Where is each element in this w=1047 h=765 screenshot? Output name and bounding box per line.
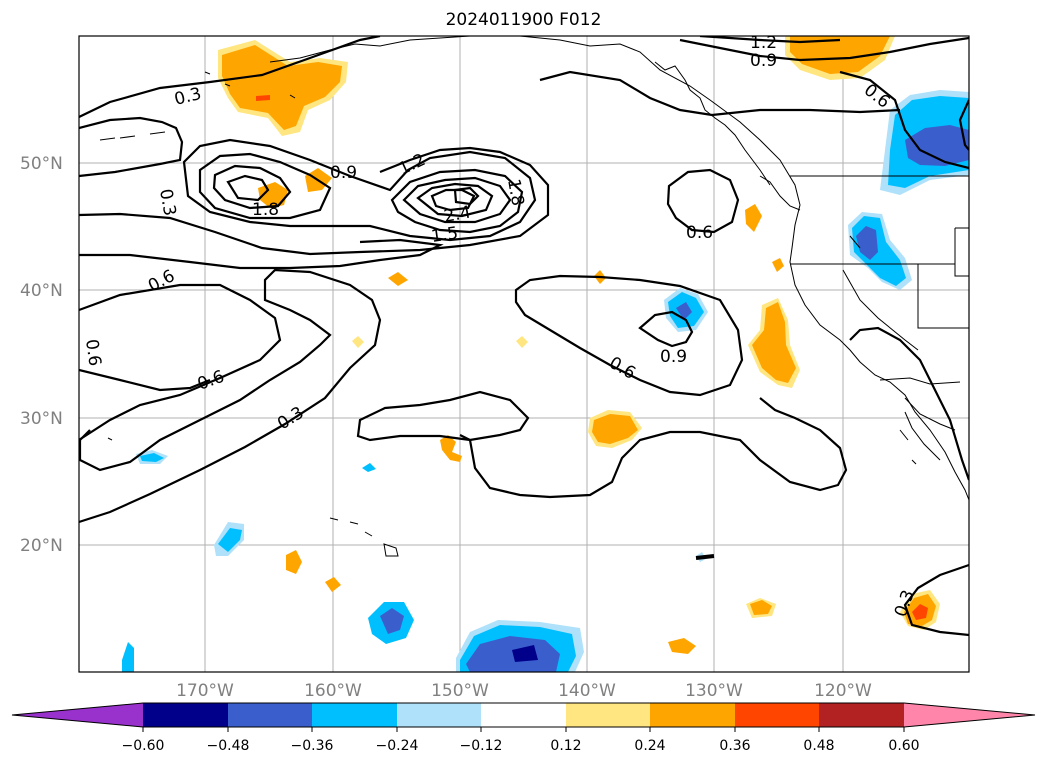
longitude-labels: 170°W 160°W 150°W 140°W 130°W 120°W: [176, 681, 872, 701]
colorbar-bin: [312, 703, 397, 727]
positive-anomaly-fills: [218, 36, 940, 654]
lon-label: 140°W: [558, 681, 616, 701]
colorbar-bin: [481, 703, 566, 727]
contour-lines: [79, 36, 969, 637]
map-area: 0.3 0.3 1.8 0.9 1.2 1.5 2.4 1.8 1.2 0.9 …: [79, 33, 969, 672]
colorbar-bin: [228, 703, 312, 727]
colorbar-tick-label: 0.36: [719, 738, 750, 754]
colorbar-ticks: [142, 727, 905, 732]
lon-label: 150°W: [431, 681, 489, 701]
colorbar-tick-label: −0.60: [122, 738, 165, 754]
lon-label: 130°W: [685, 681, 743, 701]
contour-label: 0.3: [155, 187, 179, 217]
colorbar-bin: [819, 703, 904, 727]
colorbar-tick-label: −0.36: [291, 738, 334, 754]
colorbar-tick-label: −0.12: [460, 738, 503, 754]
lat-label: 30°N: [20, 409, 63, 429]
lat-label: 40°N: [20, 281, 63, 301]
contour-label: 0.9: [330, 163, 357, 183]
lon-label: 160°W: [304, 681, 362, 701]
colorbar-tick-label: 0.12: [550, 738, 581, 754]
contour-label: 1.8: [503, 177, 527, 207]
colorbar-tick-label: −0.48: [207, 738, 250, 754]
lat-label: 20°N: [20, 536, 63, 556]
colorbar-tick-label: 0.60: [888, 738, 919, 754]
contour-label: 2.4: [442, 203, 472, 227]
colorbar-bin: [397, 703, 481, 727]
contour-label: 1.5: [430, 223, 460, 247]
contour-label: 1.2: [750, 33, 777, 53]
contour-label: 0.6: [686, 223, 713, 243]
colorbar-bin: [650, 703, 735, 727]
lon-label: 170°W: [176, 681, 234, 701]
negative-anomaly-fills: [122, 90, 969, 672]
colorbar: −0.60 −0.48 −0.36 −0.24 −0.12 0.12 0.24 …: [11, 702, 1036, 754]
map-title: 2024011900 F012: [445, 10, 602, 30]
contour-label: 1.8: [252, 200, 279, 220]
contour-label: 0.6: [81, 338, 105, 368]
colorbar-bin: [143, 703, 228, 727]
lon-label: 120°W: [814, 681, 872, 701]
colorbar-tick-label: 0.48: [803, 738, 834, 754]
colorbar-extend-high: [904, 703, 1035, 727]
latitude-labels: 50°N 40°N 30°N 20°N: [20, 154, 63, 556]
colorbar-tick-label: 0.24: [634, 738, 665, 754]
colorbar-extend-low: [12, 703, 143, 727]
colorbar-bin: [566, 703, 650, 727]
contour-label: 0.9: [660, 347, 687, 367]
colorbar-bin: [735, 703, 819, 727]
coastlines: [99, 36, 969, 557]
colorbar-tick-label: −0.24: [376, 738, 419, 754]
contour-label: 0.9: [750, 51, 777, 71]
lat-label: 50°N: [20, 154, 63, 174]
map-frame: [78, 35, 970, 673]
